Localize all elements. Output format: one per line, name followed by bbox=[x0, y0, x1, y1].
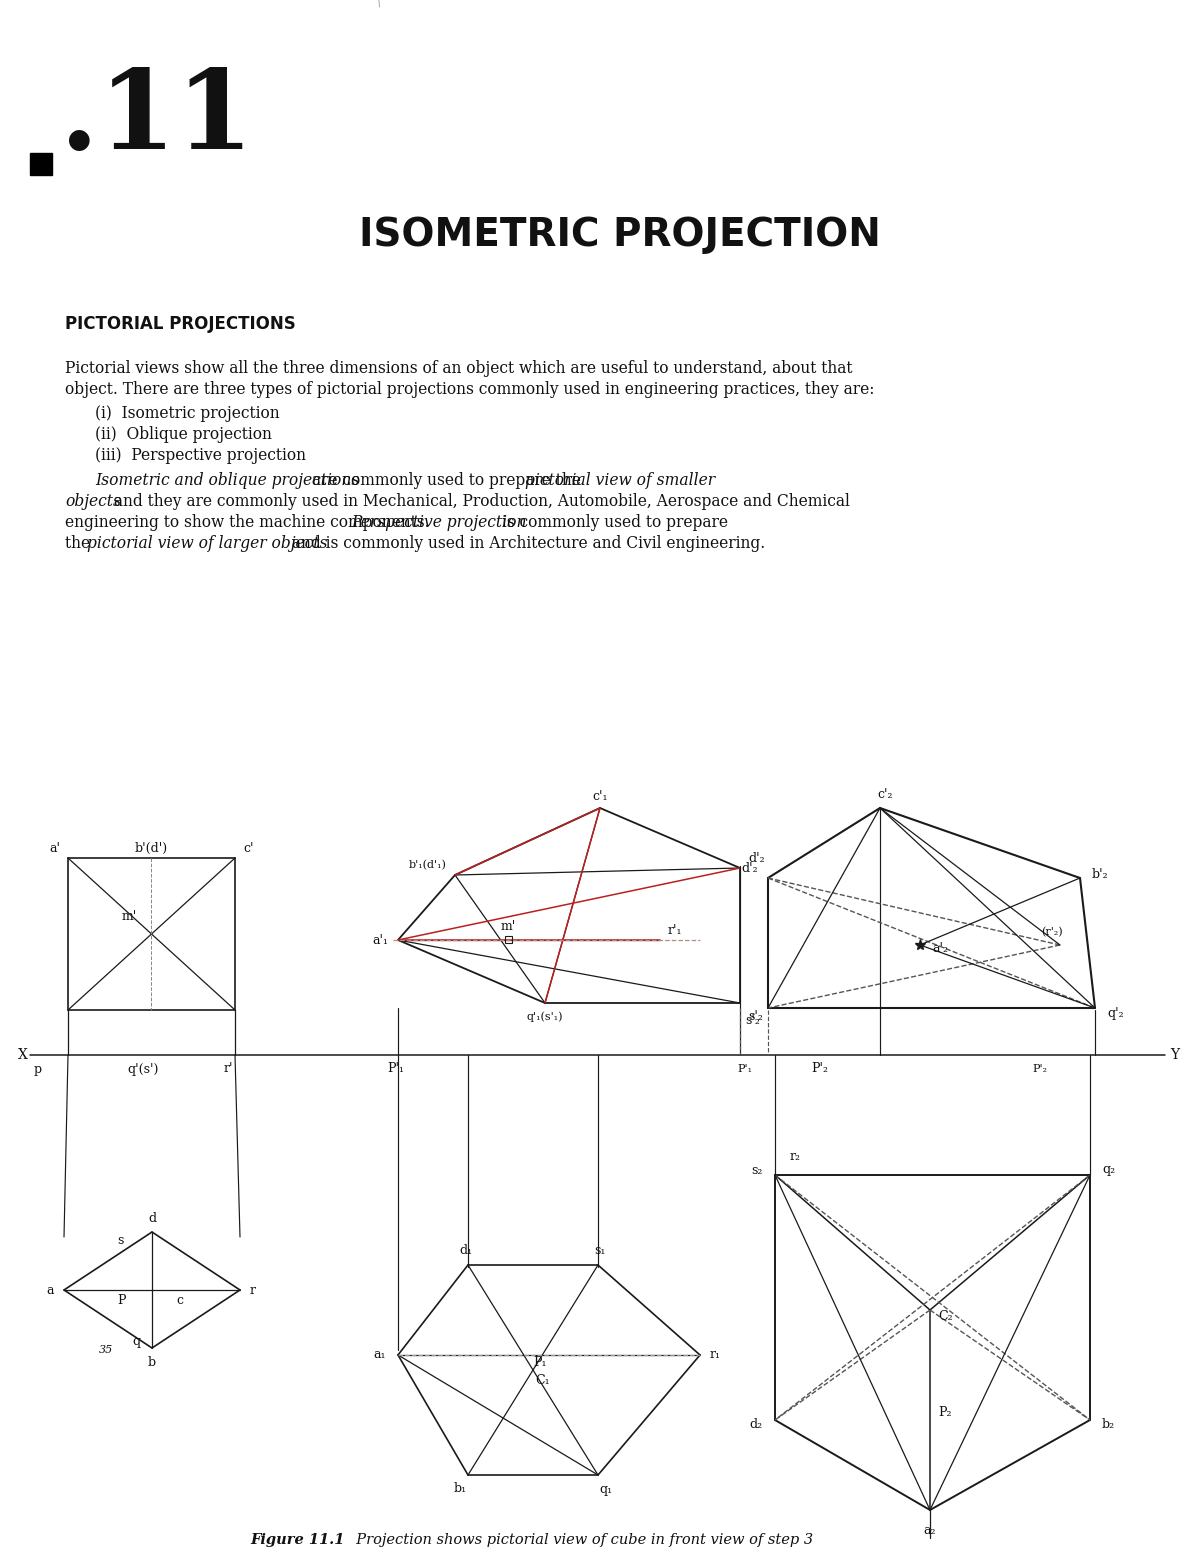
Text: m': m' bbox=[121, 910, 137, 922]
Text: c'₁: c'₁ bbox=[593, 789, 607, 802]
Text: s'₂: s'₂ bbox=[748, 1011, 763, 1024]
Text: b'₁(d'₁): b'₁(d'₁) bbox=[409, 860, 446, 871]
Text: P₁: P₁ bbox=[533, 1357, 547, 1369]
Text: q: q bbox=[132, 1335, 140, 1349]
Text: objects: objects bbox=[65, 492, 121, 510]
Text: d₂: d₂ bbox=[750, 1419, 763, 1432]
Text: c': c' bbox=[242, 841, 253, 855]
Text: d'₂: d'₂ bbox=[742, 861, 758, 875]
Text: a₂: a₂ bbox=[924, 1524, 936, 1536]
Text: d: d bbox=[148, 1213, 156, 1225]
Text: b: b bbox=[148, 1355, 156, 1369]
Text: .11: .11 bbox=[60, 66, 253, 172]
Text: b₂: b₂ bbox=[1102, 1419, 1115, 1432]
Text: P'₂: P'₂ bbox=[1032, 1064, 1048, 1074]
Text: pictorial view of larger objects: pictorial view of larger objects bbox=[88, 535, 328, 552]
Text: (ii)  Oblique projection: (ii) Oblique projection bbox=[95, 427, 272, 442]
Text: P'₁: P'₁ bbox=[738, 1064, 752, 1074]
Text: s₂: s₂ bbox=[751, 1163, 763, 1177]
Text: the: the bbox=[65, 535, 95, 552]
Text: a₁: a₁ bbox=[373, 1349, 386, 1361]
Text: 35: 35 bbox=[98, 1346, 113, 1355]
Text: b₁: b₁ bbox=[454, 1482, 467, 1496]
Text: C₁: C₁ bbox=[535, 1374, 551, 1386]
Text: pictorial view of smaller: pictorial view of smaller bbox=[526, 472, 715, 489]
Text: P₂: P₂ bbox=[938, 1405, 952, 1419]
Text: Perspective projection: Perspective projection bbox=[352, 514, 527, 531]
Text: c: c bbox=[176, 1294, 184, 1307]
Bar bbox=[505, 936, 512, 942]
Text: b'₂: b'₂ bbox=[1092, 869, 1109, 882]
Text: a': a' bbox=[49, 841, 60, 855]
Text: a: a bbox=[47, 1283, 54, 1296]
Text: (i)  Isometric projection: (i) Isometric projection bbox=[95, 405, 280, 422]
Text: are commonly used to prepare the: are commonly used to prepare the bbox=[307, 472, 586, 489]
Text: q'₁(s'₁): q'₁(s'₁) bbox=[527, 1011, 563, 1022]
Text: q₁: q₁ bbox=[600, 1482, 612, 1496]
Text: q₂: q₂ bbox=[1102, 1163, 1115, 1177]
Text: is commonly used to prepare: is commonly used to prepare bbox=[497, 514, 728, 531]
Text: d₁: d₁ bbox=[460, 1244, 473, 1258]
Text: P'₁: P'₁ bbox=[388, 1063, 404, 1075]
Text: b'(d'): b'(d') bbox=[134, 841, 168, 855]
Text: q'(s'): q'(s') bbox=[127, 1063, 158, 1075]
Text: Pictorial views show all the three dimensions of an object which are useful to u: Pictorial views show all the three dimen… bbox=[65, 359, 852, 377]
Text: Y: Y bbox=[1170, 1049, 1180, 1061]
Text: m': m' bbox=[500, 919, 516, 933]
Text: Projection shows pictorial view of cube in front view of step 3: Projection shows pictorial view of cube … bbox=[347, 1533, 814, 1547]
Text: a'₂: a'₂ bbox=[932, 941, 948, 955]
Text: r₂: r₂ bbox=[790, 1150, 800, 1163]
Text: Isometric and oblique projections: Isometric and oblique projections bbox=[95, 472, 359, 489]
Text: (iii)  Perspective projection: (iii) Perspective projection bbox=[95, 447, 306, 464]
Text: s: s bbox=[116, 1233, 124, 1247]
Text: s'₂: s'₂ bbox=[745, 1013, 760, 1027]
Text: X: X bbox=[18, 1049, 28, 1061]
Text: (r'₂): (r'₂) bbox=[1042, 927, 1063, 938]
Bar bbox=[30, 153, 52, 175]
Text: s₁: s₁ bbox=[594, 1244, 606, 1258]
Text: P'₂: P'₂ bbox=[811, 1063, 828, 1075]
Text: P: P bbox=[118, 1294, 126, 1307]
Text: engineering to show the machine components.: engineering to show the machine componen… bbox=[65, 514, 434, 531]
Text: r': r' bbox=[223, 1063, 233, 1075]
Text: p: p bbox=[34, 1063, 42, 1075]
Text: c'₂: c'₂ bbox=[877, 788, 893, 802]
Text: r: r bbox=[250, 1283, 256, 1296]
Text: r'₁: r'₁ bbox=[668, 924, 683, 936]
Text: d'₂: d'₂ bbox=[748, 852, 764, 864]
Text: r₁: r₁ bbox=[710, 1349, 721, 1361]
Text: object. There are three types of pictorial projections commonly used in engineer: object. There are three types of pictori… bbox=[65, 381, 875, 399]
Text: Figure 11.1: Figure 11.1 bbox=[251, 1533, 346, 1547]
Text: C₂: C₂ bbox=[938, 1310, 953, 1322]
Text: q'₂: q'₂ bbox=[1108, 1007, 1123, 1019]
Text: and they are commonly used in Mechanical, Production, Automobile, Aerospace and : and they are commonly used in Mechanical… bbox=[109, 492, 850, 510]
Text: ISOMETRIC PROJECTION: ISOMETRIC PROJECTION bbox=[359, 216, 881, 255]
Text: a'₁: a'₁ bbox=[372, 933, 388, 947]
Text: PICTORIAL PROJECTIONS: PICTORIAL PROJECTIONS bbox=[65, 316, 295, 333]
Text: and is commonly used in Architecture and Civil engineering.: and is commonly used in Architecture and… bbox=[287, 535, 766, 552]
